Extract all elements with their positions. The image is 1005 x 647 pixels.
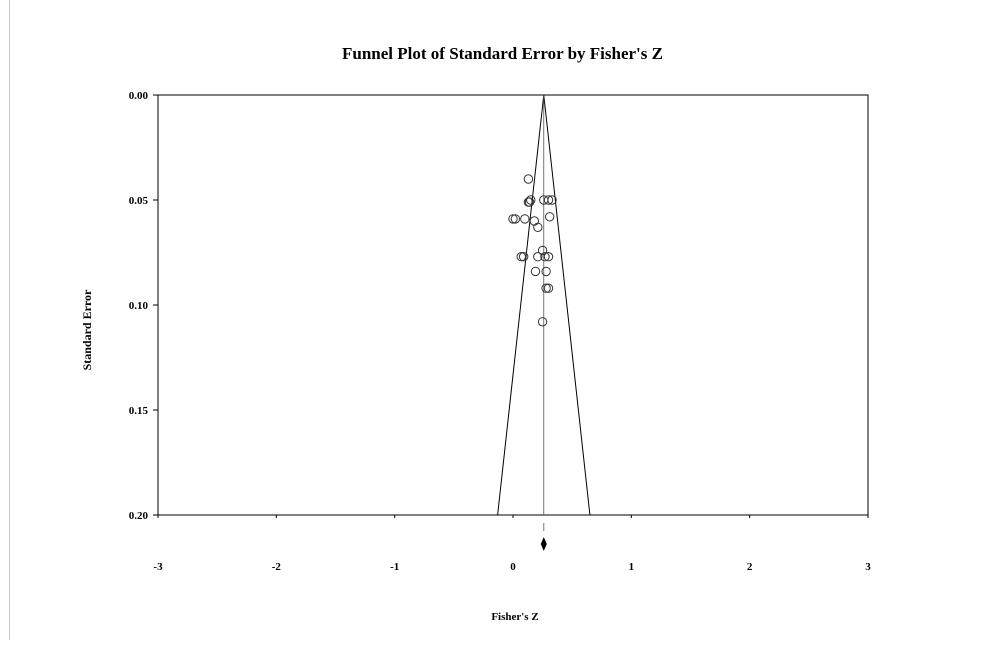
study-point (537, 245, 548, 256)
study-point (516, 252, 526, 262)
study-point (526, 195, 536, 205)
study-point (544, 212, 555, 222)
x-tick-label: 0 (510, 561, 516, 573)
x-tick-label: -3 (153, 561, 163, 573)
y-tick-label: 0.10 (129, 300, 149, 312)
y-tick-label: 0.15 (129, 405, 149, 417)
study-point (529, 216, 539, 226)
study-point (543, 252, 554, 262)
x-tick-label: 2 (747, 561, 753, 573)
x-axis-label: Fisher's Z (491, 611, 539, 623)
study-point (518, 252, 529, 262)
y-tick-label: 0.00 (129, 90, 149, 102)
x-tick-label: 1 (629, 561, 635, 573)
chart-title: Funnel Plot of Standard Error by Fisher'… (342, 44, 663, 63)
x-tick-label: 3 (865, 561, 871, 573)
study-point (524, 197, 535, 207)
study-point (533, 252, 543, 262)
y-tick-label: 0.05 (129, 195, 149, 207)
study-point (543, 195, 554, 205)
plot-frame (157, 94, 869, 516)
study-point (530, 266, 541, 277)
funnel-left-line (497, 94, 545, 516)
study-point (508, 214, 518, 224)
study-point (543, 283, 554, 293)
study-point (541, 266, 551, 277)
study-point (523, 174, 534, 184)
study-point (537, 317, 548, 327)
study-point (547, 195, 557, 205)
study-point (510, 214, 521, 224)
funnel-right-line (543, 94, 591, 516)
study-point (541, 283, 551, 293)
x-tick-label: -2 (272, 561, 282, 573)
summary-diamond (540, 537, 547, 551)
study-point (540, 252, 550, 262)
x-tick-label: -1 (390, 561, 399, 573)
y-tick-label: 0.20 (129, 510, 149, 522)
study-point (520, 214, 530, 224)
study-point (533, 222, 543, 233)
left-border-line (9, 0, 10, 640)
